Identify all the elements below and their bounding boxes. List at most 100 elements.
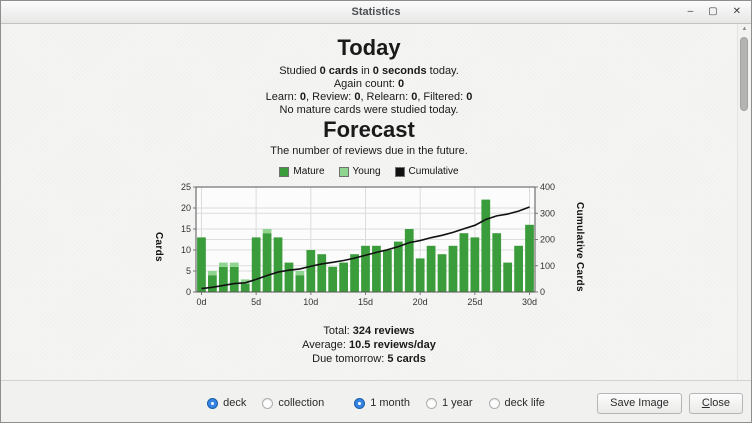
forecast-summary: Total: 324 reviews Average: 10.5 reviews… [1,324,737,366]
range-radio-1-year[interactable]: 1 year [425,397,473,409]
svg-text:15d: 15d [358,297,373,307]
text-segment: Total: [323,325,353,337]
scope-radio-collection[interactable]: collection [262,397,324,409]
window-controls: – ▢ ✕ [688,1,741,23]
today-again-line: Again count: 0 [1,78,737,91]
svg-text:10d: 10d [303,297,318,307]
today-counts-line: Learn: 0, Review: 0, Relearn: 0, Filtere… [1,91,737,104]
scrollbar[interactable]: ▲ [737,24,751,380]
text-segment: 0 cards [319,65,359,77]
svg-text:100: 100 [540,261,555,271]
radio-unselected-icon [425,397,437,409]
text-segment: No mature cards were studied today. [279,104,459,116]
svg-text:15: 15 [181,224,191,234]
text-segment: 0 [466,91,473,103]
save-image-button[interactable]: Save Image [597,392,682,414]
radio-label: 1 month [370,397,410,409]
svg-text:5: 5 [186,266,191,276]
svg-text:30d: 30d [522,297,537,307]
text-segment: , Relearn: [360,91,412,103]
legend-swatch-cumulative-icon [394,166,405,177]
radio-unselected-icon [488,397,500,409]
svg-text:200: 200 [540,235,555,245]
legend-item-mature: Mature [279,166,325,177]
radio-label: 1 year [441,397,473,409]
scroll-up-icon[interactable]: ▲ [741,26,748,32]
text-segment: Average: [302,339,350,351]
text-segment: today. [426,65,459,77]
svg-text:25: 25 [181,182,191,192]
svg-text:0: 0 [540,287,545,297]
svg-text:20d: 20d [413,297,428,307]
today-studied-line: Studied 0 cards in 0 seconds today. [1,65,737,78]
radio-selected-icon [207,397,219,409]
legend-swatch-young-icon [338,166,349,177]
scope-radio-deck[interactable]: deck [207,397,246,409]
close-button[interactable]: Close [688,392,743,414]
text-segment: Again count: [333,78,399,90]
close-icon[interactable]: ✕ [732,6,741,17]
radio-label: deck [223,397,247,409]
text-segment: 0 [354,91,361,103]
legend-swatch-mature-icon [279,166,290,177]
svg-text:10: 10 [181,245,191,255]
close-button-rest: lose [709,396,730,409]
radio-unselected-icon [262,397,274,409]
maximize-icon[interactable]: ▢ [708,6,718,17]
range-radio-deck-life[interactable]: deck life [488,397,545,409]
radio-zone: deck collection 1 month 1 year deck life [1,397,751,409]
today-heading: Today [337,35,401,60]
footer-buttons: Save Image Close [597,392,743,414]
forecast-heading: Forecast [323,117,415,142]
text-segment: 0 [398,78,405,90]
legend-item-young: Young [338,166,381,177]
legend-label: Young [352,166,381,177]
legend-label: Mature [293,166,325,177]
left-axis-label: Cards [153,232,164,262]
legend-label: Cumulative [408,166,459,177]
total-line: Total: 324 reviews [1,324,737,338]
text-segment: 10.5 reviews/day [349,339,436,351]
scrollbar-thumb[interactable] [740,37,748,111]
close-button-mnemonic: C [701,396,710,409]
svg-text:400: 400 [540,182,555,192]
title-bar[interactable]: Statistics – ▢ ✕ [1,1,751,24]
range-radio-group: 1 month 1 year deck life [354,397,545,409]
text-segment: in [358,65,373,77]
radio-label: deck life [504,397,545,409]
today-summary: Studied 0 cards in 0 seconds today. Agai… [1,65,737,117]
text-segment: 0 [299,91,307,103]
forecast-chart: 0 5 10 15 20 25 0 100 200 300 400 0d 5d 10d 15d 20d 25d 3… [181,182,555,307]
right-axis-label: Cumulative Cards [574,202,585,292]
svg-text:0: 0 [186,287,191,297]
svg-text:0d: 0d [196,297,206,307]
forecast-chart-row: Cards 0 5 10 15 20 25 0 100 200 300 400 0d 5d 10d 15d 2… [1,180,737,314]
svg-text:20: 20 [181,203,191,213]
footer-bar: deck collection 1 month 1 year deck life Sa… [1,380,751,422]
text-segment: Studied [279,65,320,77]
text-segment: 0 seconds [372,65,427,77]
today-mature-line: No mature cards were studied today. [1,104,737,117]
statistics-content: Today Studied 0 cards in 0 seconds today… [1,24,751,380]
legend-item-cumulative: Cumulative [394,166,459,177]
text-segment: 324 reviews [352,325,415,337]
svg-text:25d: 25d [467,297,482,307]
text-segment: Due tomorrow: [312,353,388,365]
svg-text:5d: 5d [251,297,261,307]
minimize-icon[interactable]: – [687,6,694,17]
radio-selected-icon [354,397,366,409]
text-segment: , Review: [306,91,355,103]
forecast-subtitle: The number of reviews due in the future. [270,145,468,157]
text-segment: 0 [411,91,418,103]
text-segment: Learn: [265,91,300,103]
window-title: Statistics [351,6,401,18]
text-segment: 5 cards [387,353,426,365]
svg-text:300: 300 [540,208,555,218]
range-radio-1-month[interactable]: 1 month [354,397,410,409]
average-line: Average: 10.5 reviews/day [1,338,737,352]
chart-legend: Mature Young Cumulative [1,166,737,177]
due-tomorrow-line: Due tomorrow: 5 cards [1,352,737,366]
radio-label: collection [278,397,325,409]
scope-radio-group: deck collection [207,397,324,409]
